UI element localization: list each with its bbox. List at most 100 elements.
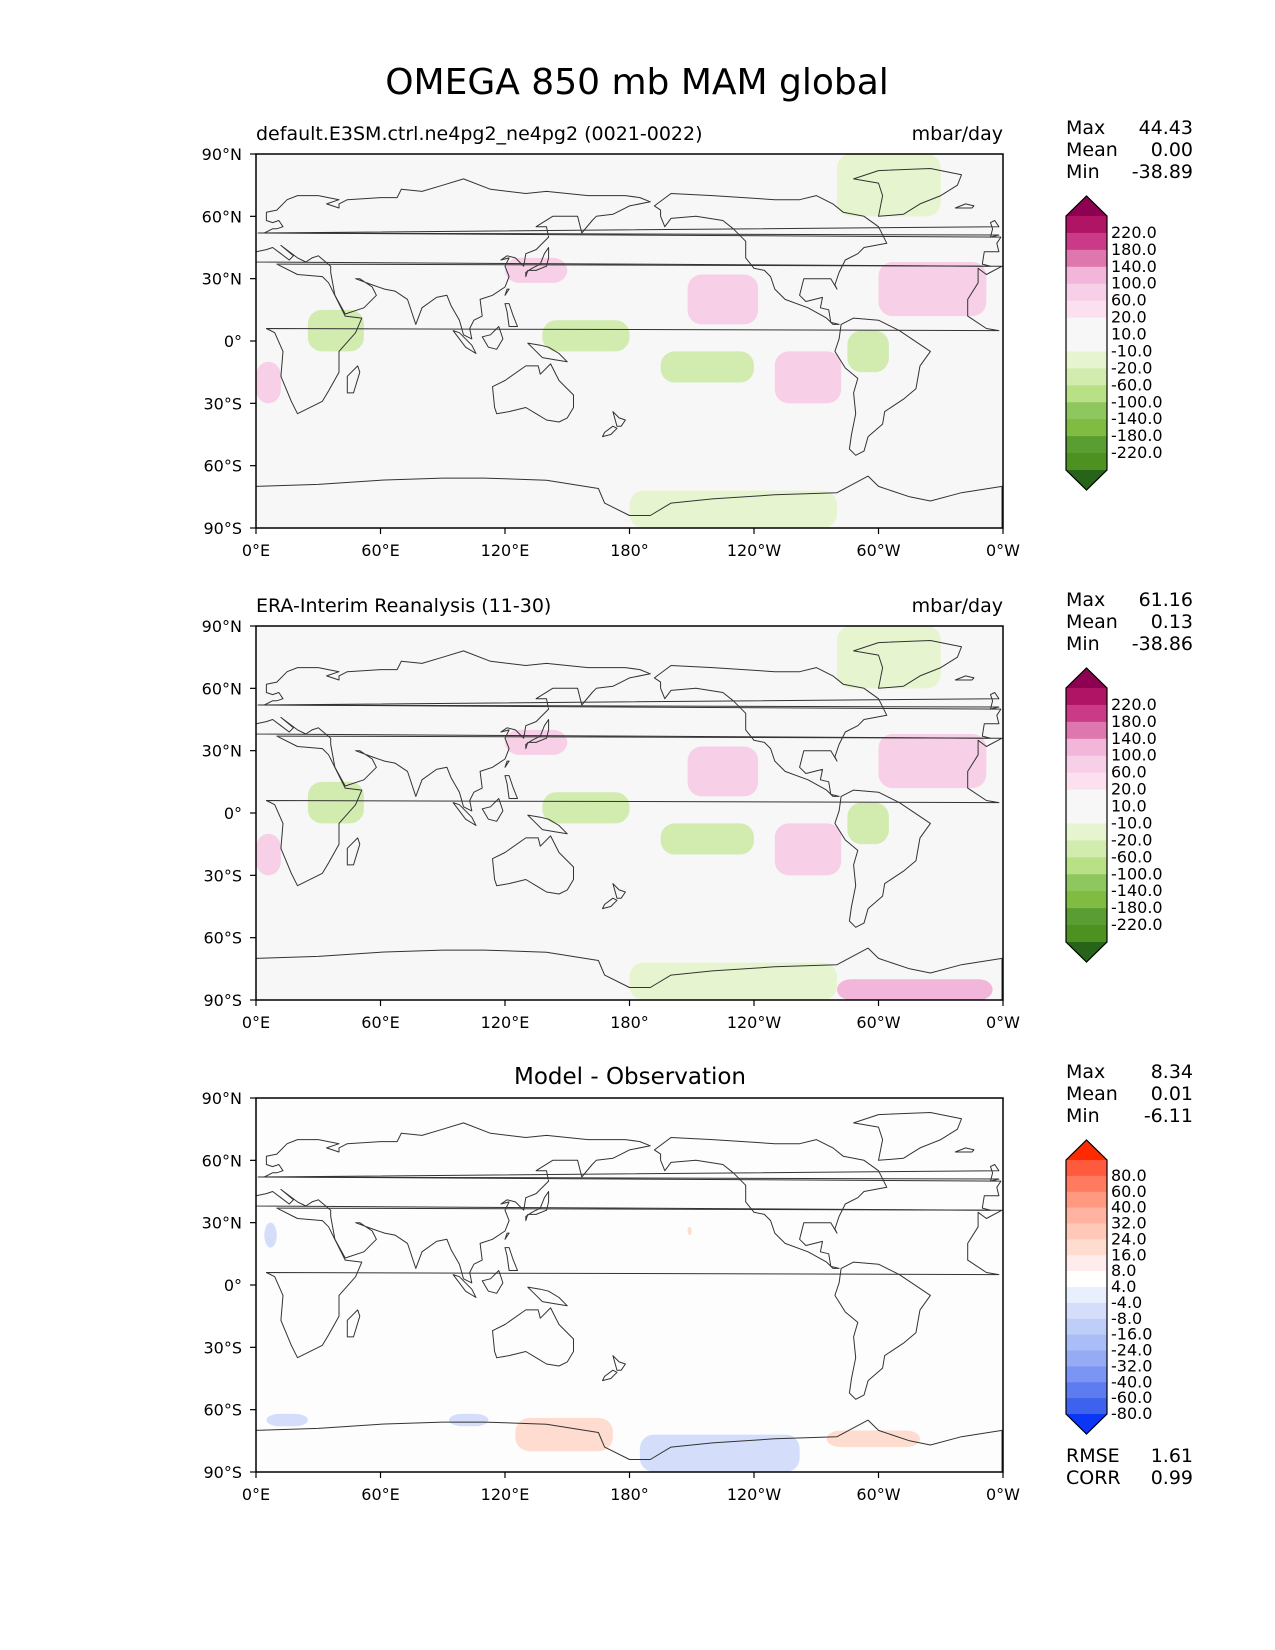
colorbar-tick-label: -100.0: [1111, 864, 1163, 883]
x-tick-label: 0°E: [242, 1013, 270, 1032]
y-tick-label: 60°S: [203, 929, 242, 948]
colorbar-segment: [1066, 1334, 1107, 1351]
colorbar-tick-label: -32.0: [1111, 1356, 1152, 1375]
stat-label: Min: [1066, 1105, 1100, 1127]
coastline: [834, 1261, 931, 1400]
colorbar-segment: [1066, 806, 1107, 824]
coastline: [492, 1307, 574, 1367]
colorbar-segment: [1066, 232, 1107, 251]
metric-label: CORR: [1066, 1467, 1121, 1489]
x-tick-label: 180°: [610, 1485, 649, 1504]
colorbar-segment: [1066, 772, 1107, 791]
coastline: [834, 789, 931, 928]
colorbar-segment: [1066, 419, 1107, 437]
colorbar-tick-label: 4.0: [1111, 1277, 1136, 1296]
coastline: [853, 168, 962, 217]
panel-reference-units: mbar/day: [912, 595, 1003, 617]
coastline: [452, 1274, 477, 1298]
colorbar-segment: [1066, 908, 1107, 926]
colorbar-segment: [1066, 266, 1107, 285]
colorbar-extend-top: [1066, 1140, 1107, 1160]
metric-label: RMSE: [1066, 1445, 1120, 1467]
field-region: [307, 781, 364, 824]
y-tick-label: 90°N: [202, 1089, 242, 1108]
coastline: [346, 837, 361, 866]
panel-difference-map: 0°E 60°E 120°E 180° 120°W 60°W 0°W 90°N 60°N 30°N…: [202, 1089, 1021, 1504]
coastline: [265, 735, 1003, 887]
field-region: [687, 1226, 692, 1236]
colorbar-tick-label: 60.0: [1111, 763, 1147, 782]
x-tick-label: 0°W: [986, 1485, 1020, 1504]
stat-value: 8.34: [1151, 1061, 1193, 1083]
x-tick-label: 60°W: [856, 541, 900, 560]
panel-reference-stats: Max 61.16 Mean 0.13 Min -38.86: [1066, 589, 1193, 655]
coastline: [257, 1164, 1000, 1182]
stat-label: Max: [1066, 117, 1105, 139]
colorbar-extend-bottom: [1066, 470, 1107, 490]
stat-value: -38.86: [1132, 633, 1193, 655]
panel-test: default.E3SM.ctrl.ne4pg2_ne4pg2 (0021-00…: [202, 117, 1193, 560]
x-tick-label: 180°: [610, 541, 649, 560]
field-region: [847, 802, 889, 845]
colorbar-segment: [1066, 755, 1107, 774]
colorbar-segment: [1066, 857, 1107, 875]
colorbar-tick-label: -180.0: [1111, 898, 1163, 917]
colorbar-tick-label: -180.0: [1111, 426, 1163, 445]
stat-label: Mean: [1066, 139, 1118, 161]
colorbar-segment: [1066, 1239, 1107, 1256]
coastline: [602, 897, 618, 910]
x-tick-label: 60°E: [361, 1485, 399, 1504]
colorbar-segment: [1066, 688, 1107, 706]
coastline: [653, 1137, 888, 1269]
coastline: [525, 1191, 550, 1222]
colorbar-segment: [1066, 216, 1107, 234]
colorbar-segment: [1066, 1191, 1107, 1209]
metric-value: 0.99: [1151, 1467, 1193, 1489]
coastline: [527, 1286, 568, 1307]
y-tick-label: 30°N: [202, 742, 242, 761]
y-tick-label: 90°S: [203, 519, 242, 538]
colorbar-segment: [1066, 317, 1107, 336]
colorbar-tick-label: -40.0: [1111, 1372, 1152, 1391]
coastline: [256, 178, 1002, 340]
coastline: [853, 1112, 962, 1161]
colorbar-tick-label: 20.0: [1111, 780, 1147, 799]
colorbar-extend-bottom: [1066, 942, 1107, 962]
field-region: [256, 833, 281, 876]
coastline: [612, 1355, 626, 1371]
colorbar-segment: [1066, 1302, 1107, 1320]
y-tick-label: 0°: [224, 1276, 242, 1295]
colorbar-segment: [1066, 738, 1107, 757]
x-tick-label: 60°E: [361, 1013, 399, 1032]
field-region: [837, 979, 993, 1000]
field-region: [515, 1417, 613, 1452]
colorbar-segment: [1066, 840, 1107, 858]
coastline: [504, 760, 510, 768]
x-tick-label: 120°E: [481, 541, 530, 560]
coastline: [256, 947, 1003, 1000]
colorbar-segment: [1066, 334, 1107, 352]
field-region: [629, 490, 837, 528]
field-region: [639, 1434, 800, 1472]
colorbar-tick-label: 60.0: [1111, 1182, 1147, 1201]
colorbar-tick-label: -4.0: [1111, 1293, 1142, 1312]
stat-label: Min: [1066, 633, 1100, 655]
panel-difference-metrics: RMSE 1.61 CORR 0.99: [1066, 1445, 1193, 1489]
colorbar-segment: [1066, 283, 1107, 302]
y-tick-label: 60°N: [202, 679, 242, 698]
stat-value: 44.43: [1139, 117, 1193, 139]
colorbar-tick-label: 10.0: [1111, 797, 1147, 816]
coastline: [954, 203, 975, 209]
colorbar-tick-label: -100.0: [1111, 392, 1163, 411]
field-region: [660, 351, 754, 383]
colorbar-tick-label: -20.0: [1111, 830, 1152, 849]
colorbar-segment: [1066, 351, 1107, 369]
coastline: [481, 1270, 504, 1294]
colorbar-segment: [1066, 1350, 1107, 1367]
y-tick-label: 30°N: [202, 1214, 242, 1233]
colorbar-outline: [1065, 195, 1108, 491]
field-region: [687, 746, 759, 797]
coastline: [504, 288, 510, 296]
coastline: [527, 814, 568, 835]
colorbar-tick-label: -60.0: [1111, 847, 1152, 866]
